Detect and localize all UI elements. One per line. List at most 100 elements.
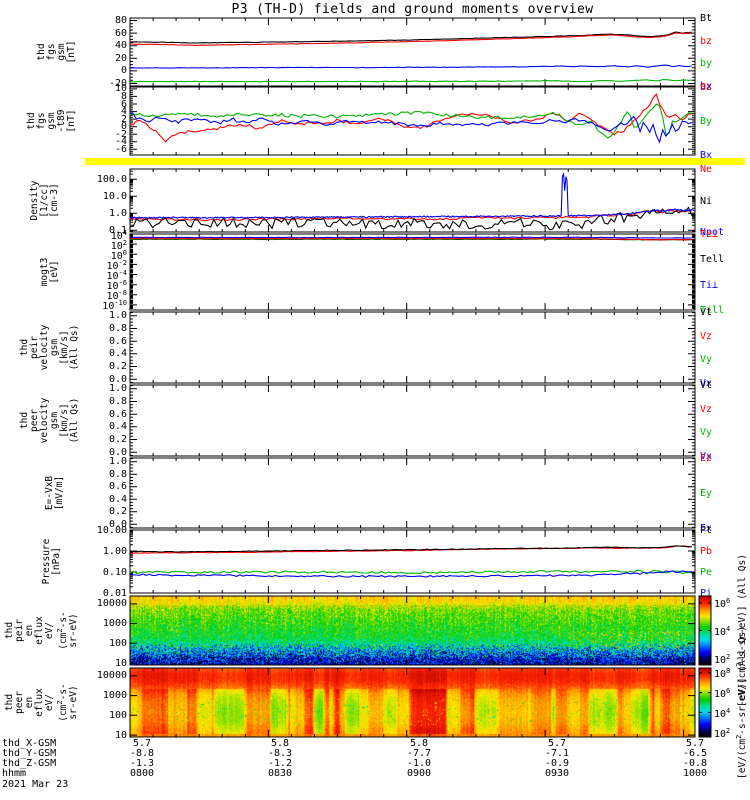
spectrogram-canvas-peir-en-eflux (130, 596, 695, 665)
bottom-row-value: -1.3 (129, 758, 155, 769)
roi-bar (85, 158, 745, 165)
ytick-label-peer-velocity: 0.0 (108, 447, 127, 458)
legend-mogt3-Tell: Tell (700, 254, 725, 265)
series-by (130, 79, 692, 83)
ytick-label-fgs-gsm-t89: -4 (114, 136, 127, 147)
ytick-label-fgs-gsm: -20 (108, 78, 127, 89)
ytick-label-peir-velocity: 0.2 (108, 361, 127, 372)
series-Ne (130, 208, 692, 222)
ytick-label-e-vxb: 0.6 (108, 481, 127, 492)
colorbar-unit-label-peer-en-eflux: [eV/(cm2-s-sr-eV)] (All Qs) (735, 626, 748, 779)
legend-fgs-gsm-t89-Bz: Bz (700, 82, 713, 93)
ytick-label-density: 100.0 (96, 174, 127, 185)
ytick-label-mogt3: 100 (110, 249, 127, 262)
ytick-label-peir-velocity: 0.8 (108, 323, 127, 334)
ytick-label-mogt3: 102 (110, 239, 127, 252)
bottom-row-label-thd_Z-GSM: thd_Z-GSM (2, 758, 57, 769)
bottom-row-value: 5.8 (270, 738, 290, 749)
ytick-label-peer-velocity: 0.4 (108, 421, 127, 432)
ytick-label-peer-en-eflux: 1000 (102, 690, 127, 701)
bottom-row-value: -0.9 (544, 758, 570, 769)
bottom-row-value: -0.8 (682, 758, 708, 769)
series-Pi (130, 570, 692, 578)
bottom-row-value: -7.7 (406, 748, 432, 759)
legend-peir-velocity-Vt: Vt (700, 307, 713, 318)
legend-e-vxb-Ey: Ey (700, 488, 713, 499)
colorbar-tick-peer-en-eflux: 106 (714, 687, 731, 700)
ytick-label-fgs-gsm: 80 (114, 15, 127, 26)
bottom-row-value: 0800 (129, 768, 155, 779)
series-Pt (130, 545, 692, 553)
ylabel-peir-en-eflux: thd peir en eflux eV/(cm2-s-sr-eV) (4, 611, 79, 650)
ytick-label-fgs-gsm-t89: 4 (120, 106, 127, 117)
ylabel-fgs-gsm-t89: thd fgs gsm -t89 [nT] (26, 109, 77, 133)
ytick-label-peer-en-eflux: 10000 (96, 670, 127, 681)
ylabel-peer-en-eflux: thd peer en eflux eV/(cm2-s-sr-eV) (4, 683, 79, 722)
ylabel-pressure: Pressure [nPa] (41, 538, 62, 585)
ytick-label-peer-velocity: 1.0 (108, 383, 127, 394)
series-bx (130, 64, 692, 69)
ytick-label-mogt3: 10-4 (106, 269, 127, 282)
bottom-row-value: 5.7 (132, 738, 152, 749)
bottom-row-value: 5.8 (409, 738, 429, 749)
series-Bz (130, 92, 692, 143)
ytick-label-pressure: 0.01 (102, 588, 127, 599)
ylabel-peir-velocity: thd peir velocity gsm [km/s] (All Qs) (19, 324, 80, 371)
ytick-label-fgs-gsm: 60 (114, 28, 127, 39)
ytick-label-peir-velocity: 0.4 (108, 348, 127, 359)
colorbar-tick-peir-en-eflux: 104 (714, 625, 731, 638)
series-Till (130, 238, 692, 241)
ytick-label-fgs-gsm-t89: 8 (120, 91, 127, 102)
series-Pb (130, 545, 692, 554)
ytick-label-pressure: 0.10 (102, 567, 127, 578)
series-Ti⊥ (130, 236, 692, 239)
legend-fgs-gsm-Bt: Bt (700, 13, 713, 24)
legend-peer-velocity-Vz: Vz (700, 404, 713, 415)
ytick-label-peir-en-eflux: 10 (114, 658, 127, 669)
colorbar-tick-peer-en-eflux: 104 (714, 707, 731, 720)
date-label: 2021 Mar 23 (2, 779, 69, 790)
ytick-label-density: 10.0 (102, 191, 127, 202)
legend-mogt3-Te⊥: Te⊥ (700, 229, 719, 240)
series-By (130, 103, 692, 139)
ytick-label-mogt3: 10-10 (102, 299, 127, 312)
legend-peer-velocity-Vt: Vt (700, 380, 713, 391)
ytick-label-e-vxb: 1.0 (108, 456, 127, 467)
colorbar-tick-peir-en-eflux: 106 (714, 597, 731, 610)
ytick-label-e-vxb: 0.0 (108, 519, 127, 530)
bottom-row-value: -6.5 (682, 748, 708, 759)
ytick-label-pressure: 10.00 (96, 525, 127, 536)
ytick-label-peir-en-eflux: 1000 (102, 618, 127, 629)
ytick-label-mogt3: 104 (110, 229, 127, 242)
bottom-row-value: 0900 (406, 768, 432, 779)
ytick-label-peer-velocity: 0.2 (108, 434, 127, 445)
bottom-row-value: -7.1 (544, 748, 570, 759)
ylabel-peer-velocity: thd peer velocity gsm [km/s] (All Qs) (19, 397, 80, 444)
ytick-label-density: 0.1 (108, 225, 127, 236)
legend-mogt3-Till: Till (700, 305, 725, 316)
bottom-row-label-thd_Y-GSM: thd_Y-GSM (2, 748, 57, 759)
bottom-row-value: 5.7 (547, 738, 567, 749)
ytick-label-mogt3: 10-8 (106, 289, 127, 302)
series-Pe (130, 569, 692, 575)
bottom-row-value: -8.3 (267, 748, 293, 759)
ytick-label-fgs-gsm: 40 (114, 40, 127, 51)
ytick-label-peir-velocity: 1.0 (108, 310, 127, 321)
series-Tell (130, 238, 692, 241)
ylabel-e-vxb: E=-VxB [mV/m] (44, 475, 65, 511)
ytick-label-peer-velocity: 0.8 (108, 396, 127, 407)
legend-mogt3-Ti⊥: Ti⊥ (700, 280, 719, 291)
legend-fgs-gsm-t89-By: By (700, 116, 713, 127)
series-Ni (130, 206, 693, 231)
spectrogram-canvas-peer-en-eflux (130, 668, 695, 737)
bottom-row-value: -8.8 (129, 748, 155, 759)
legend-peer-velocity-Vy: Vy (700, 427, 713, 438)
ytick-label-fgs-gsm: 0 (120, 65, 127, 76)
ytick-label-fgs-gsm-t89: -6 (114, 144, 127, 155)
bottom-row-value: -1.2 (267, 758, 293, 769)
legend-pressure-Pt: Pt (700, 525, 713, 536)
legend-fgs-gsm-by: by (700, 58, 713, 69)
bottom-row-value: 1000 (682, 768, 708, 779)
series-Bt (130, 31, 692, 44)
